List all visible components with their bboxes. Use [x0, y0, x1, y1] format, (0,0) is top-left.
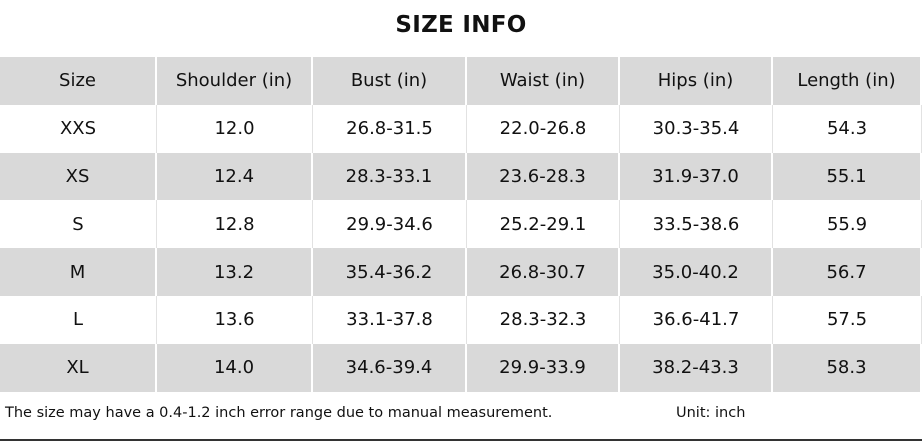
- column-header: Shoulder (in): [157, 57, 313, 105]
- table-cell: 29.9-34.6: [313, 200, 467, 249]
- table-cell: 22.0-26.8: [467, 104, 620, 153]
- table-cell: 58.3: [773, 343, 922, 392]
- table-cell: 33.1-37.8: [313, 295, 467, 344]
- table-cell: 12.0: [157, 104, 313, 153]
- table-cell: 12.4: [157, 152, 313, 201]
- table-cell: 12.8: [157, 200, 313, 249]
- table-cell: 13.6: [157, 295, 313, 344]
- table-cell: 28.3-33.1: [313, 152, 467, 201]
- table-cell: 33.5-38.6: [620, 200, 773, 249]
- column-header: Waist (in): [467, 57, 620, 105]
- table-cell: 36.6-41.7: [620, 295, 773, 344]
- column-header: Length (in): [773, 57, 922, 105]
- size-label: XS: [0, 152, 157, 201]
- table-cell: 55.9: [773, 200, 922, 249]
- title: SIZE INFO: [395, 12, 527, 38]
- column-header: Bust (in): [313, 57, 467, 105]
- table-cell: 38.2-43.3: [620, 343, 773, 392]
- table-cell: 54.3: [773, 104, 922, 153]
- size-table: Size Shoulder (in) Bust (in) Waist (in) Hips…: [0, 57, 922, 392]
- table-cell: 23.6-28.3: [467, 152, 620, 201]
- table-cell: 26.8-30.7: [467, 248, 620, 296]
- table-cell: 28.3-32.3: [467, 295, 620, 344]
- table-cell: 34.6-39.4: [313, 343, 467, 392]
- table-cell: 57.5: [773, 295, 922, 344]
- table-cell: 26.8-31.5: [313, 104, 467, 153]
- size-label: XL: [0, 343, 157, 392]
- size-label: L: [0, 295, 157, 344]
- table-cell: 35.0-40.2: [620, 248, 773, 296]
- size-label: M: [0, 248, 157, 296]
- bottom-rule: [0, 439, 922, 441]
- table-cell: 14.0: [157, 343, 313, 392]
- size-label: S: [0, 200, 157, 249]
- table-cell: 35.4-36.2: [313, 248, 467, 296]
- column-header: Hips (in): [620, 57, 773, 105]
- table-cell: 55.1: [773, 152, 922, 201]
- table-cell: 56.7: [773, 248, 922, 296]
- table-cell: 29.9-33.9: [467, 343, 620, 392]
- table-cell: 31.9-37.0: [620, 152, 773, 201]
- unit-label: Unit: inch: [676, 405, 746, 421]
- table-cell: 25.2-29.1: [467, 200, 620, 249]
- footer-note: The size may have a 0.4-1.2 inch error r…: [5, 405, 553, 421]
- table-cell: 13.2: [157, 248, 313, 296]
- size-label: XXS: [0, 104, 157, 153]
- column-header: Size: [0, 57, 157, 105]
- table-cell: 30.3-35.4: [620, 104, 773, 153]
